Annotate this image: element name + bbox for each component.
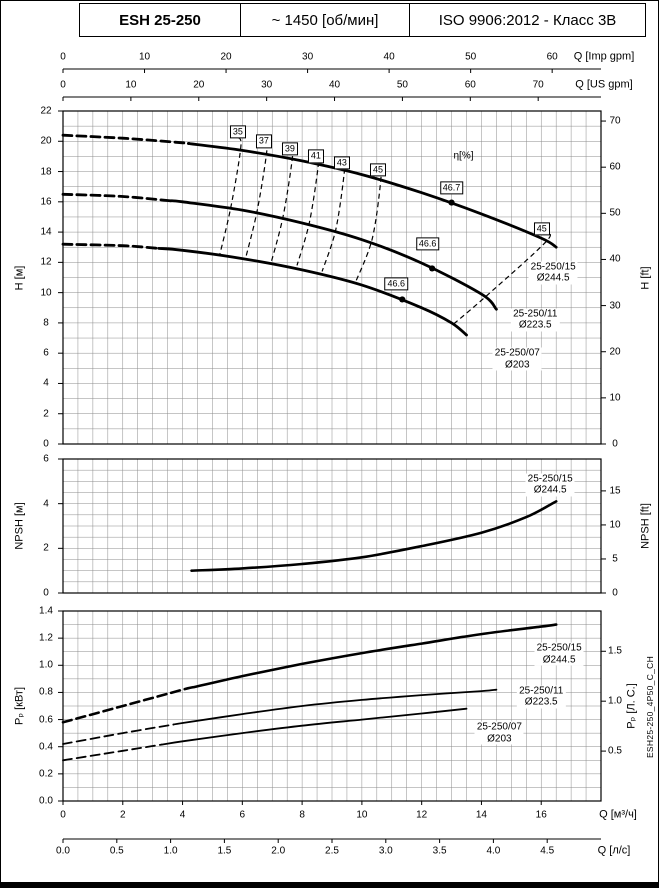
curve-25-250-07 bbox=[160, 707, 468, 746]
curve-25-250-07 bbox=[157, 247, 468, 337]
pump-speed: ~ 1450 [об/мин] bbox=[240, 4, 409, 36]
efficiency-contour-45-6 bbox=[452, 232, 552, 325]
curve-25-250-07-dashed bbox=[61, 242, 160, 250]
efficiency-contour-43-4 bbox=[321, 163, 346, 272]
curve-25-250-15-dashed bbox=[61, 133, 191, 145]
efficiency-contour-35-0 bbox=[219, 137, 242, 255]
curve-25-250-15 bbox=[193, 623, 558, 689]
curve-25-250-15 bbox=[187, 142, 558, 249]
curve-25-250-15-dashed bbox=[61, 685, 196, 724]
curve-25-250-11-dashed bbox=[62, 723, 175, 745]
header: ESH 25-250 ~ 1450 [об/мин] ISO 9906:2012… bbox=[79, 3, 646, 37]
curve-25-250-11-dashed bbox=[61, 192, 172, 203]
pump-model: ESH 25-250 bbox=[119, 11, 201, 29]
plot-frame-npsh bbox=[62, 458, 602, 594]
curve-25-250-11 bbox=[169, 199, 498, 311]
efficiency-contour-37-1 bbox=[245, 144, 268, 258]
plot-frame-head bbox=[62, 110, 602, 445]
curve-25-250-15 bbox=[190, 500, 558, 572]
curve-25-250-11 bbox=[172, 688, 498, 726]
plot-frame-power bbox=[62, 610, 602, 802]
efficiency-contour-45-5 bbox=[355, 171, 382, 282]
efficiency-contour-41-3 bbox=[296, 156, 320, 266]
efficiency-contour-39-2 bbox=[271, 150, 294, 262]
iso-standard: ISO 9906:2012 - Класс 3В bbox=[409, 4, 645, 36]
curve-25-250-07-dashed bbox=[62, 743, 163, 762]
bottom-bar bbox=[1, 882, 658, 887]
